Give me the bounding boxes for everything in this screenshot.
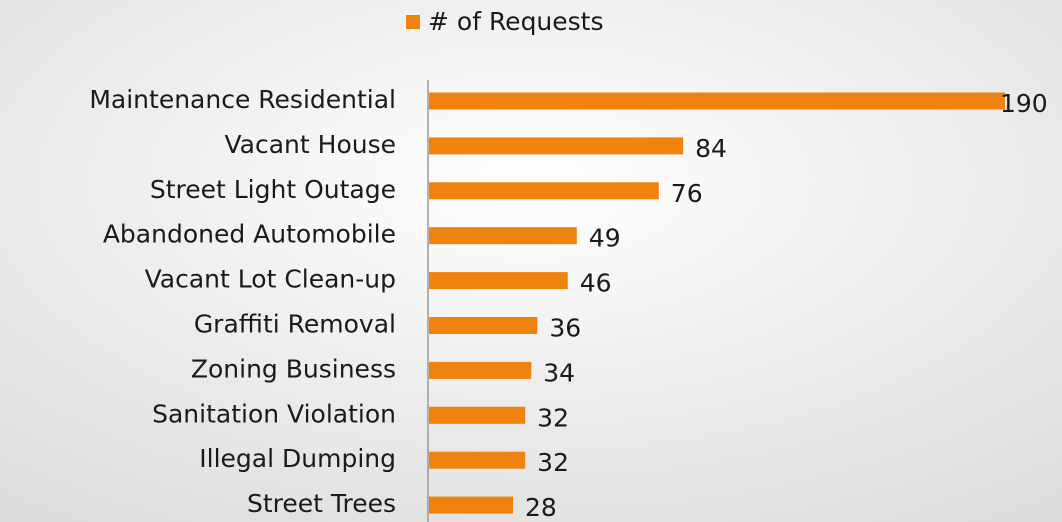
bar	[429, 451, 526, 469]
legend-label: # of Requests	[428, 7, 604, 36]
bar	[429, 227, 577, 245]
y-tick-label: Sanitation Violation	[152, 399, 396, 428]
y-tick-label: Zoning Business	[191, 354, 396, 383]
data-label: 28	[525, 493, 557, 522]
y-tick-label: Illegal Dumping	[199, 444, 396, 473]
bar	[429, 361, 532, 379]
bar	[429, 406, 526, 424]
data-label: 32	[537, 403, 569, 432]
y-tick-label: Vacant House	[225, 130, 396, 159]
bar	[429, 496, 514, 514]
y-tick-label: Vacant Lot Clean-up	[145, 265, 396, 294]
bar	[429, 182, 659, 200]
bar	[429, 317, 538, 334]
y-tick-label: Graffiti Removal	[194, 310, 396, 339]
bar	[429, 137, 684, 155]
data-label: 76	[671, 179, 703, 208]
legend-swatch	[406, 15, 420, 29]
y-tick-label: Abandoned Automobile	[103, 220, 396, 249]
data-label: 34	[543, 358, 575, 387]
y-tick-label: Street Trees	[247, 489, 396, 518]
data-label: 32	[537, 448, 569, 477]
bar	[429, 92, 1005, 110]
data-label: 36	[549, 314, 581, 343]
y-tick-label: Maintenance Residential	[89, 85, 396, 114]
data-label: 84	[695, 134, 727, 163]
data-label: 49	[589, 224, 621, 253]
y-tick-label: Street Light Outage	[150, 175, 396, 204]
bar	[429, 272, 568, 290]
data-label: 190	[1000, 89, 1048, 118]
data-label: 46	[580, 269, 612, 298]
